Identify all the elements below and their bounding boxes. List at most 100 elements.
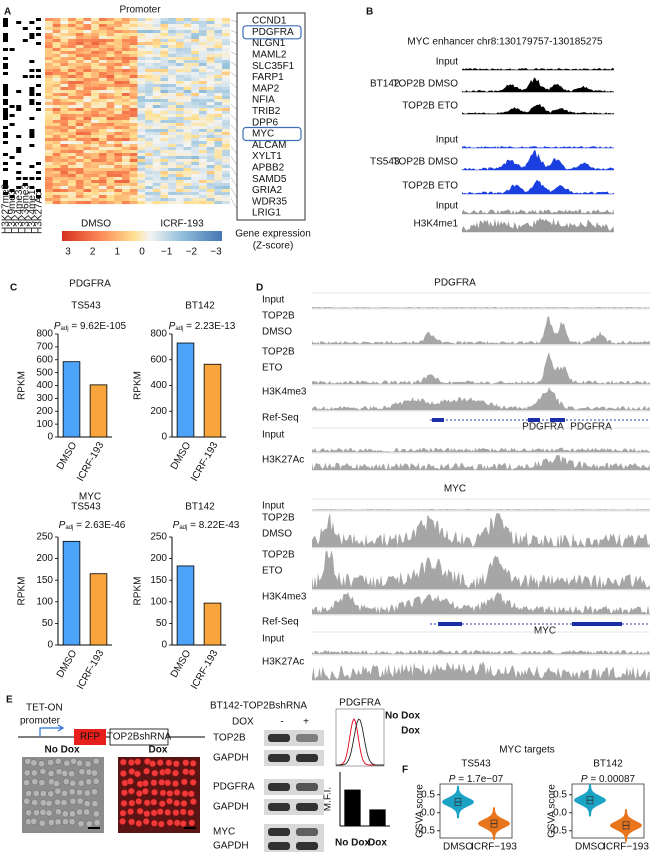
gene-label: APBB2 (252, 163, 285, 174)
heatmap-cell (160, 90, 169, 94)
track-label: H3K4me3 (262, 592, 307, 603)
heatmap-cell (214, 189, 223, 193)
heatmap-cell (152, 48, 161, 52)
heatmap-cell (175, 132, 184, 136)
heatmap-cell (45, 153, 53, 157)
heatmap-cell (160, 198, 169, 202)
heatmap-cell (114, 198, 123, 202)
heatmap-cell (60, 156, 69, 160)
heatmap-cell (183, 30, 192, 34)
heatmap-cell (175, 72, 184, 76)
heatmap-cell (183, 48, 192, 52)
cell (189, 798, 197, 806)
x-tick-label: DMSO (55, 648, 80, 680)
blot-band (296, 754, 318, 762)
heatmap-cell (160, 180, 169, 184)
heatmap-cell (75, 75, 84, 79)
row-title: MYC (79, 492, 101, 503)
heatmap-cell (160, 75, 169, 79)
heatmap-cell (160, 183, 169, 187)
heatmap-cell (114, 48, 123, 52)
heatmap-cell (206, 201, 215, 205)
cell (151, 788, 158, 796)
promoter-arrow (39, 724, 65, 737)
heatmap-cell (83, 87, 92, 91)
cell (83, 808, 91, 816)
heatmap-cell (52, 24, 61, 28)
heatmap-cell (199, 18, 207, 22)
heatmap-cell (191, 201, 200, 205)
heatmap-cell (160, 93, 169, 97)
heatmap-cell (83, 63, 92, 67)
heatmap-cell (199, 144, 207, 148)
heatmap-cell (199, 99, 207, 103)
heatmap-cell (83, 60, 92, 64)
heatmap-cell (175, 162, 184, 166)
heatmap-cell (168, 36, 176, 40)
heatmap-cell (183, 33, 192, 37)
bar (344, 789, 361, 827)
heatmap-cell (91, 138, 99, 142)
heatmap-cell (129, 189, 138, 193)
heatmap-cell (191, 108, 200, 112)
heatmap-cell (129, 51, 138, 55)
heatmap-cell (122, 120, 130, 124)
heatmap-cell (91, 156, 99, 160)
heatmap-cell (191, 45, 200, 49)
heatmap-cell (175, 135, 184, 139)
heatmap-cell (52, 132, 61, 136)
x-tick-label: DMSO (55, 440, 80, 472)
heatmap-cell (83, 69, 92, 73)
mark-cell (22, 27, 28, 30)
heatmap-cell (45, 54, 53, 58)
heatmap-cell (222, 90, 230, 94)
heatmap-cell (75, 126, 84, 130)
heatmap-cell (98, 150, 107, 154)
heatmap-cell (191, 21, 200, 25)
heatmap-cell (91, 99, 99, 103)
heatmap-cell (129, 129, 138, 133)
heatmap-cell (106, 90, 115, 94)
mark-cell (3, 24, 8, 27)
heatmap-cell (83, 81, 92, 85)
chart-title: BT142 (593, 759, 623, 770)
heatmap-cell (199, 69, 207, 73)
track-label: Input (262, 501, 284, 512)
y-tick-label: 600 (36, 354, 53, 365)
heatmap-cell (45, 159, 53, 163)
cell (61, 810, 69, 818)
heatmap-cell (98, 45, 107, 49)
heatmap-cell (199, 180, 207, 184)
heatmap-cell (206, 132, 215, 136)
heatmap-cell (91, 162, 99, 166)
cell (173, 789, 181, 796)
heatmap-cell (129, 198, 138, 202)
heatmap-cell (75, 183, 84, 187)
heatmap-cell (214, 198, 223, 202)
heatmap-cell (60, 54, 69, 58)
heatmap-cell (75, 18, 84, 22)
heatmap-cell (137, 177, 146, 181)
heatmap-cell (214, 42, 223, 46)
heatmap-cell (52, 60, 61, 64)
heatmap-cell (137, 57, 146, 61)
heatmap-cell (199, 138, 207, 142)
heatmap-cell (106, 201, 115, 205)
heatmap-cell (191, 135, 200, 139)
heatmap-cell (206, 33, 215, 37)
mark-cell (3, 57, 8, 60)
connector (230, 145, 238, 155)
heatmap-cell (145, 165, 153, 169)
heatmap-cell (222, 99, 230, 103)
heatmap-cell (45, 48, 53, 52)
panel-label: F (402, 765, 408, 776)
signal-track (312, 661, 650, 680)
signal-track (312, 509, 650, 510)
heatmap-cell (45, 165, 53, 169)
cell (189, 778, 197, 786)
heatmap-cell (152, 159, 161, 163)
heatmap-cell (137, 42, 146, 46)
heatmap-cell (214, 114, 223, 118)
colorbar (62, 231, 222, 241)
heatmap-cell (98, 192, 107, 196)
